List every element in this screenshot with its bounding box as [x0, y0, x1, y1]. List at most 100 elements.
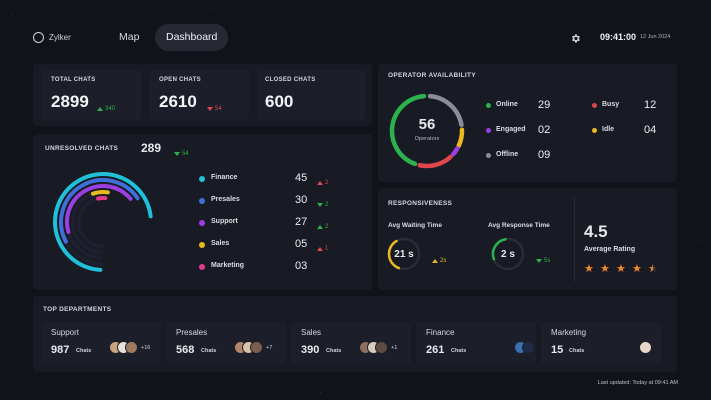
department-card-marketing[interactable]: Marketing 15 Chats	[541, 322, 661, 364]
star-icon: ★	[648, 263, 658, 275]
dept-change: 2	[317, 218, 328, 236]
department-unit: Chats	[451, 348, 467, 354]
department-count: 568	[176, 344, 195, 356]
arrow-down-icon	[536, 258, 542, 263]
dept-name: Finance	[211, 174, 238, 181]
avg-response-value: 2 s	[501, 249, 515, 260]
unresolved-row-sales[interactable]: Sales 05 1	[199, 238, 359, 252]
operator-arc-segment	[427, 93, 464, 128]
rating-stars: ★ ★ ★ ★ ★	[584, 262, 674, 276]
radial-arc-marketing	[96, 196, 108, 201]
dept-name: Support	[211, 218, 238, 225]
arrow-down-icon	[317, 202, 323, 207]
responsiveness-label: RESPONSIVENESS	[388, 200, 453, 207]
bg-star	[5, 300, 6, 301]
unresolved-row-support[interactable]: Support 27 2	[199, 216, 359, 230]
open-chats-label: OPEN CHATS	[159, 77, 201, 83]
operator-status-idle[interactable]: Idle 04	[592, 124, 672, 137]
operator-avatar[interactable]	[375, 341, 388, 354]
bg-star	[210, 8, 211, 9]
department-card-support[interactable]: Support 987 Chats +16	[41, 322, 161, 364]
dept-name: Sales	[211, 240, 230, 247]
unresolved-row-marketing[interactable]: Marketing 03	[199, 260, 359, 274]
nav-dashboard[interactable]: Dashboard	[155, 24, 229, 51]
status-dot	[592, 103, 597, 108]
operator-avatar[interactable]	[250, 341, 263, 354]
unresolved-label: UNRESOLVED CHATS	[45, 145, 119, 152]
operator-label: OPERATOR AVAILABILITY	[388, 72, 476, 79]
operator-status-engaged[interactable]: Engaged 02	[486, 124, 566, 137]
dept-count: 27	[295, 216, 308, 228]
unresolved-chats-panel: UNRESOLVED CHATS 289 54 Finance 45 2 Presal…	[33, 134, 372, 290]
operator-arc-segment	[456, 127, 465, 149]
department-card-finance[interactable]: Finance 261 Chats	[416, 322, 536, 364]
operator-status-busy[interactable]: Busy 12	[592, 99, 672, 112]
logo-icon	[33, 32, 44, 43]
closed-chats-card[interactable]: CLOSED CHATS 600	[257, 70, 365, 120]
bg-star	[320, 392, 321, 393]
department-unit: Chats	[569, 348, 585, 354]
department-name: Marketing	[551, 328, 587, 337]
department-unit: Chats	[76, 348, 92, 354]
department-count: 987	[51, 344, 70, 356]
rating-value: 4.5	[584, 222, 608, 241]
status-dot	[486, 128, 491, 133]
radial-arc-sales	[90, 190, 110, 196]
nav-map[interactable]: Map	[119, 31, 140, 43]
department-count: 390	[301, 344, 320, 356]
open-chats-card[interactable]: OPEN CHATS 2610 54	[149, 70, 249, 120]
operator-status-online[interactable]: Online 29	[486, 99, 566, 112]
status-name: Busy	[602, 101, 620, 108]
more-operators-count[interactable]: +1	[391, 345, 398, 351]
arrow-down-icon	[174, 151, 180, 156]
operator-avatar[interactable]	[522, 341, 535, 354]
department-name: Support	[51, 328, 80, 337]
more-operators-count[interactable]: +16	[141, 345, 151, 351]
app-logo[interactable]: Zylker	[33, 32, 71, 43]
operator-status-offline[interactable]: Offline 09	[486, 149, 566, 162]
total-chats-card[interactable]: TOTAL CHATS 2899 340	[41, 70, 141, 120]
status-name: Online	[496, 101, 518, 108]
more-operators-count[interactable]: +7	[266, 345, 273, 351]
status-name: Idle	[602, 126, 615, 133]
department-card-sales[interactable]: Sales 390 Chats +1	[291, 322, 411, 364]
star-icon: ★	[584, 263, 594, 275]
radial-arc-presales	[59, 178, 140, 244]
unresolved-row-finance[interactable]: Finance 45 2	[199, 172, 359, 186]
dept-name: Marketing	[211, 262, 245, 269]
status-dot	[486, 103, 491, 108]
top-bar: Zylker Map Dashboard 09:41:00 12 Jun 202…	[0, 24, 711, 52]
clock-date: 12 Jun 2024	[640, 34, 671, 40]
avg-response-label: Avg Response Time	[488, 222, 550, 229]
status-count: 02	[538, 124, 551, 136]
closed-chats-value: 600	[265, 92, 294, 111]
dept-name: Presales	[211, 196, 240, 203]
operator-avatar[interactable]	[125, 341, 138, 354]
unresolved-value: 289	[141, 141, 162, 155]
unresolved-row-presales[interactable]: Presales 30 2	[199, 194, 359, 208]
app-name: Zylker	[49, 33, 71, 42]
status-name: Offline	[496, 151, 519, 158]
unresolved-change: 54	[174, 145, 189, 163]
gear-icon[interactable]	[570, 33, 581, 44]
dept-change: 1	[317, 240, 328, 258]
dept-change: 2	[317, 196, 328, 214]
dept-change: 2	[317, 174, 328, 192]
avg-response-change: 5s	[536, 252, 550, 270]
avg-response-gauge	[491, 237, 525, 271]
operator-total: 56	[418, 116, 436, 133]
department-name: Finance	[426, 328, 455, 337]
operator-avatar[interactable]	[639, 341, 652, 354]
dept-count: 30	[295, 194, 308, 206]
star-icon: ★	[616, 263, 626, 275]
status-name: Engaged	[496, 126, 526, 133]
department-card-presales[interactable]: Presales 568 Chats +7	[166, 322, 286, 364]
operator-arc-segment	[417, 154, 453, 169]
total-chats-label: TOTAL CHATS	[51, 77, 96, 83]
arrow-up-icon	[97, 106, 103, 111]
top-departments-panel: TOP DEPARTMENTS Support 987 Chats +16 Presal…	[33, 296, 677, 372]
unresolved-radial-chart	[53, 172, 153, 272]
radial-track	[70, 190, 104, 255]
arrow-up-icon	[317, 180, 323, 185]
department-count: 15	[551, 344, 564, 356]
